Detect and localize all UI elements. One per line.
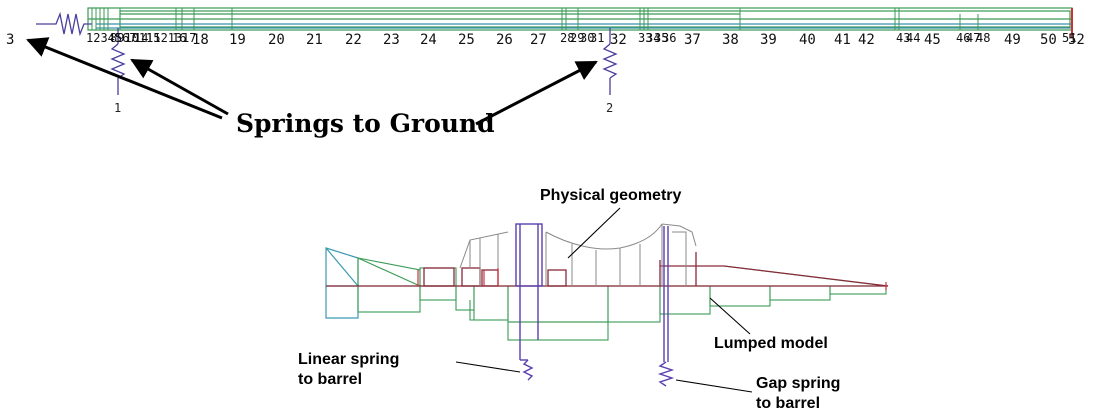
node-cluster: 34 xyxy=(646,31,660,45)
node-label: 22 xyxy=(345,32,362,48)
node-cluster: 16 xyxy=(172,31,186,45)
beam-model: 3 1234567 8910111213 14 15 16 17 18 19 2… xyxy=(6,7,1085,138)
node-cluster: 8910111213 xyxy=(110,31,182,45)
node-label: 52 xyxy=(1068,32,1085,48)
node-cluster: 17 xyxy=(182,31,196,45)
node-cluster: 51 xyxy=(1062,31,1076,45)
left-axial-spring xyxy=(36,11,92,37)
gap-spring-label-line2: to barrel xyxy=(756,395,820,412)
physical-geometry-label: Physical geometry xyxy=(540,187,682,204)
left-cap xyxy=(325,247,359,319)
node-cluster: 1234567 xyxy=(86,31,137,45)
node-label: 39 xyxy=(760,32,777,48)
node-label: 49 xyxy=(1004,32,1021,48)
arrow-to-spring-2 xyxy=(475,60,598,126)
linear-leader xyxy=(455,361,521,373)
node-label: 18 xyxy=(192,32,209,48)
shaft-line xyxy=(96,23,1072,29)
springs-to-ground-label: Springs to Ground xyxy=(236,109,495,138)
node-cluster: 30 xyxy=(580,31,594,45)
callout-arrows xyxy=(26,37,598,126)
node-label: 42 xyxy=(858,32,875,48)
node-label: 20 xyxy=(268,32,285,48)
lumped-model-label: Lumped model xyxy=(714,335,828,352)
node-cluster: 15 xyxy=(146,31,160,45)
beam-envelope xyxy=(87,7,1073,31)
ground-spring-2 xyxy=(602,28,618,95)
node-label: 32 xyxy=(610,32,627,48)
node-label: 45 xyxy=(924,32,941,48)
lumped-leader xyxy=(709,297,751,335)
physical-geometry-outline xyxy=(459,223,697,286)
node-cluster: 47 xyxy=(966,31,980,45)
node-label: 40 xyxy=(799,32,816,48)
red-accents xyxy=(417,268,887,290)
spring-id-2: 2 xyxy=(606,101,613,115)
node-label: 26 xyxy=(496,32,513,48)
node-cluster: 35 xyxy=(654,31,668,45)
node-label: 24 xyxy=(420,32,437,48)
node-labels: 3 1234567 8910111213 14 15 16 17 18 19 2… xyxy=(6,31,1085,48)
node-cluster: 33 xyxy=(638,31,652,45)
element-boundaries xyxy=(91,8,979,30)
callout-leaders xyxy=(455,207,753,393)
arrow-to-left-end xyxy=(26,37,223,120)
node-label: 21 xyxy=(306,32,323,48)
ground-spring-1 xyxy=(110,28,126,95)
node-cluster: 48 xyxy=(976,31,990,45)
node-cluster: 43 xyxy=(896,31,910,45)
spring-id-1: 1 xyxy=(114,101,121,115)
node-label: 23 xyxy=(383,32,400,48)
node-label-left-end: 3 xyxy=(6,32,14,48)
node-label: 38 xyxy=(722,32,739,48)
linear-spring-label-line2: to barrel xyxy=(298,371,362,388)
node-label: 37 xyxy=(684,32,701,48)
arrow-to-spring-1 xyxy=(130,58,229,116)
node-label: 41 xyxy=(834,32,851,48)
node-label: 50 xyxy=(1040,32,1057,48)
node-cluster: 44 xyxy=(906,31,920,45)
linear-spring-column xyxy=(515,223,543,381)
node-cluster: 46 xyxy=(956,31,970,45)
gap-leader xyxy=(675,379,753,393)
gap-spring-column xyxy=(657,226,675,387)
gap-spring-label-line1: Gap spring xyxy=(756,375,840,392)
lumped-segments xyxy=(357,257,887,341)
physical-leader xyxy=(567,207,621,259)
node-cluster: 28 xyxy=(560,31,574,45)
node-cluster: 29 xyxy=(570,31,584,45)
node-label: 27 xyxy=(530,32,547,48)
node-cluster: 14 xyxy=(134,31,148,45)
linear-spring-label-line1: Linear spring xyxy=(298,351,399,368)
node-cluster: 36 xyxy=(662,31,676,45)
centerline-maroon xyxy=(326,252,889,287)
node-cluster: 31 xyxy=(590,31,604,45)
node-label: 25 xyxy=(458,32,475,48)
node-label: 19 xyxy=(229,32,246,48)
geometry-model: Physical geometry Lumped model Linear sp… xyxy=(298,187,889,412)
